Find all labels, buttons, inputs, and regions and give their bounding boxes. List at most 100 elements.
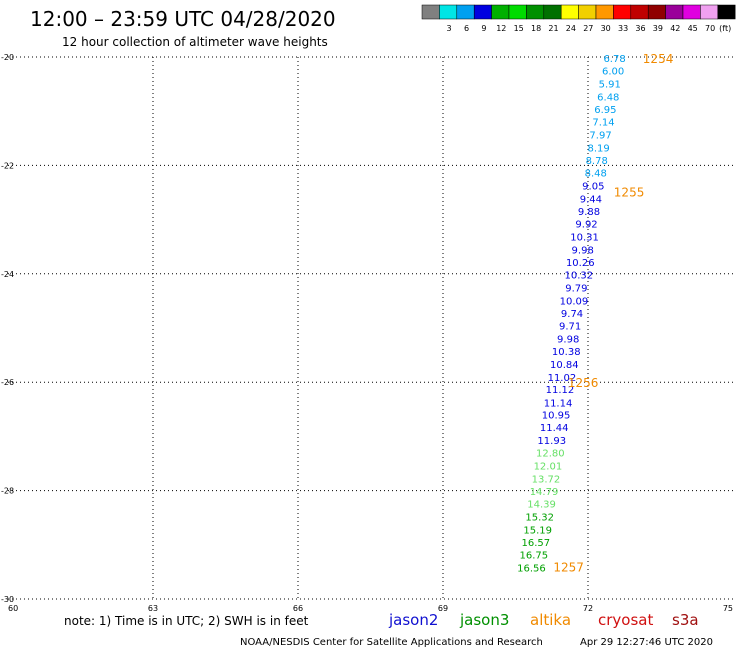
color-scale-legend: 3 6 9 12 15 18 21 24 27 30 33 36 39 42 45 70 (ft) bbox=[421, 4, 736, 33]
y-axis-ticks: -20 -22 -24 -26 -28 -30 bbox=[1, 53, 14, 604]
wave-height-point: 10.31 bbox=[570, 232, 599, 243]
satellite-altika-label: altika bbox=[530, 611, 571, 629]
color-swatch bbox=[421, 4, 440, 20]
wave-height-point: 9.05 bbox=[582, 181, 604, 192]
wave-height-point: 7.14 bbox=[592, 117, 614, 128]
wave-height-point: 8.78 bbox=[586, 156, 608, 167]
color-swatch bbox=[630, 4, 649, 20]
wave-height-point: 12.80 bbox=[536, 449, 565, 460]
wave-height-point: 11.12 bbox=[546, 385, 575, 396]
wave-height-point: 8.19 bbox=[588, 144, 610, 155]
wave-height-point: 14.79 bbox=[530, 487, 559, 498]
x-tick-label: 66 bbox=[293, 604, 303, 613]
wave-height-point: 11.02 bbox=[548, 373, 577, 384]
wave-height-point: 13.72 bbox=[532, 475, 561, 486]
color-swatch bbox=[491, 4, 510, 20]
color-scale-label: 30 bbox=[601, 24, 611, 33]
wave-height-point: 11.14 bbox=[544, 398, 573, 409]
grid-lines bbox=[8, 56, 733, 600]
x-tick-label: 72 bbox=[583, 604, 593, 613]
wave-height-point: 10.38 bbox=[552, 347, 581, 358]
wave-height-point: 7.97 bbox=[589, 131, 611, 142]
wave-height-point: 14.39 bbox=[527, 500, 556, 511]
color-scale-label: 24 bbox=[566, 24, 576, 33]
color-scale-label: 42 bbox=[670, 24, 680, 33]
color-scale-label: 33 bbox=[618, 24, 628, 33]
color-swatch bbox=[665, 4, 684, 20]
wave-height-point: 15.32 bbox=[525, 513, 554, 524]
wave-height-point: 10.84 bbox=[550, 360, 579, 371]
color-swatch bbox=[682, 4, 701, 20]
wave-height-point: 8.48 bbox=[585, 168, 607, 179]
color-scale-label: 27 bbox=[583, 24, 593, 33]
wave-height-point: 9.79 bbox=[565, 283, 587, 294]
wave-height-point: 10.09 bbox=[560, 296, 589, 307]
wave-height-point: 10.26 bbox=[566, 258, 595, 269]
color-scale-label: 15 bbox=[514, 24, 524, 33]
color-swatch bbox=[526, 4, 545, 20]
color-scale-label: 36 bbox=[635, 24, 645, 33]
wave-height-point: 16.56 bbox=[517, 564, 546, 575]
track-id-label: 1255 bbox=[614, 185, 645, 199]
wave-height-point: 9.44 bbox=[580, 194, 602, 205]
track-labels: 1254 1255 1256 1257 bbox=[553, 52, 673, 574]
color-scale-label: 39 bbox=[653, 24, 663, 33]
wave-height-point: 12.01 bbox=[534, 462, 563, 473]
wave-height-point: 11.93 bbox=[537, 436, 566, 447]
wave-height-point: 6.48 bbox=[597, 93, 619, 104]
satellite-jason3-label: jason3 bbox=[459, 611, 509, 629]
wave-height-point: 16.75 bbox=[520, 551, 549, 562]
track-id-label: 1254 bbox=[643, 52, 674, 66]
wave-height-point: 9.98 bbox=[557, 334, 579, 345]
y-tick-label: -24 bbox=[1, 270, 14, 279]
color-scale-label: 9 bbox=[481, 24, 486, 33]
wave-height-point: 10.95 bbox=[542, 411, 571, 422]
satellite-s3a-label: s3a bbox=[672, 611, 699, 629]
y-tick-label: -28 bbox=[1, 487, 14, 496]
color-scale-label: 70 bbox=[705, 24, 715, 33]
wave-height-point: 9.98 bbox=[572, 245, 594, 256]
satellite-cryosat-label: cryosat bbox=[598, 611, 653, 629]
color-scale-label: 6 bbox=[464, 24, 469, 33]
y-tick-label: -20 bbox=[1, 53, 14, 62]
wave-height-point: 9.71 bbox=[559, 321, 581, 332]
color-scale-label: 45 bbox=[688, 24, 698, 33]
wave-height-point: 6.78 bbox=[603, 54, 625, 65]
x-tick-label: 75 bbox=[723, 604, 733, 613]
wave-height-point: 6.95 bbox=[594, 105, 616, 116]
color-scale-label: 12 bbox=[496, 24, 506, 33]
wave-height-point: 9.74 bbox=[561, 309, 583, 320]
wave-height-point: 16.57 bbox=[521, 538, 550, 549]
x-tick-label: 60 bbox=[8, 604, 18, 613]
color-swatch bbox=[578, 4, 597, 20]
color-swatch bbox=[700, 4, 719, 20]
color-swatch bbox=[473, 4, 492, 20]
wave-height-point: 6.00 bbox=[602, 67, 624, 78]
wave-height-point: 9.88 bbox=[578, 207, 600, 218]
wave-height-point: 5.91 bbox=[599, 80, 621, 91]
satellite-jason2-label: jason2 bbox=[388, 611, 438, 629]
color-scale-label: 21 bbox=[548, 24, 558, 33]
footer-timestamp: Apr 29 12:27:46 UTC 2020 bbox=[580, 637, 713, 648]
color-scale-label: 18 bbox=[531, 24, 541, 33]
track-id-label: 1256 bbox=[568, 376, 599, 390]
track-id-label: 1257 bbox=[553, 560, 584, 574]
footer-note: note: 1) Time is in UTC; 2) SWH is in fe… bbox=[64, 614, 309, 628]
wave-height-point: 15.19 bbox=[523, 526, 552, 537]
color-swatch bbox=[543, 4, 562, 20]
footer-credit: NOAA/NESDIS Center for Satellite Applica… bbox=[240, 637, 543, 648]
y-tick-label: -30 bbox=[1, 595, 14, 604]
y-tick-label: -22 bbox=[1, 161, 14, 170]
wave-height-point: 11.44 bbox=[540, 423, 569, 434]
color-swatch bbox=[439, 4, 458, 20]
satellite-legend: jason2 jason3 altika cryosat s3a bbox=[388, 611, 699, 629]
y-tick-label: -26 bbox=[1, 378, 14, 387]
x-tick-label: 69 bbox=[438, 604, 448, 613]
wave-height-point: 9.92 bbox=[575, 219, 597, 230]
color-swatch bbox=[613, 4, 632, 20]
x-tick-label: 63 bbox=[148, 604, 158, 613]
wave-height-point: 10.32 bbox=[564, 270, 593, 281]
color-swatch bbox=[508, 4, 527, 20]
color-swatch bbox=[456, 4, 475, 20]
